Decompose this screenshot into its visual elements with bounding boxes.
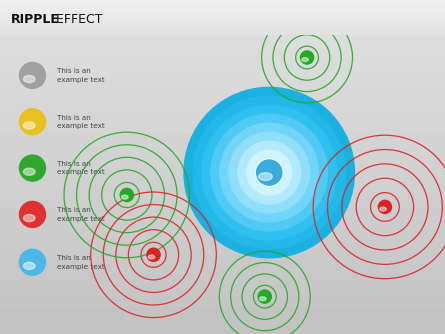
Circle shape	[120, 188, 134, 202]
Circle shape	[211, 114, 328, 231]
Ellipse shape	[24, 262, 35, 270]
Ellipse shape	[24, 168, 35, 175]
Circle shape	[220, 123, 319, 222]
Circle shape	[20, 109, 45, 135]
Circle shape	[20, 155, 45, 181]
Ellipse shape	[24, 75, 35, 82]
Circle shape	[300, 51, 314, 64]
Ellipse shape	[148, 255, 155, 259]
Circle shape	[20, 62, 45, 89]
Circle shape	[258, 290, 271, 303]
Circle shape	[184, 88, 354, 258]
Ellipse shape	[380, 207, 386, 211]
Ellipse shape	[259, 297, 266, 301]
Circle shape	[257, 160, 282, 185]
Ellipse shape	[259, 173, 272, 180]
Circle shape	[247, 150, 291, 195]
Circle shape	[238, 141, 301, 204]
Circle shape	[193, 96, 345, 249]
Text: EFFECT: EFFECT	[52, 13, 102, 26]
Text: This is an
example text: This is an example text	[57, 207, 105, 222]
Circle shape	[20, 201, 45, 227]
Circle shape	[256, 159, 283, 186]
Text: This is an
example text: This is an example text	[57, 68, 105, 83]
Circle shape	[229, 132, 310, 213]
Text: This is an
example text: This is an example text	[57, 161, 105, 175]
Text: RIPPLE: RIPPLE	[11, 13, 60, 26]
Circle shape	[20, 249, 45, 275]
Circle shape	[202, 105, 336, 240]
Ellipse shape	[24, 122, 35, 129]
Circle shape	[147, 248, 160, 262]
Circle shape	[378, 200, 392, 213]
Ellipse shape	[121, 195, 128, 199]
Text: This is an
example text: This is an example text	[57, 255, 105, 270]
Text: This is an
example text: This is an example text	[57, 115, 105, 129]
Ellipse shape	[24, 214, 35, 222]
Ellipse shape	[302, 58, 308, 61]
